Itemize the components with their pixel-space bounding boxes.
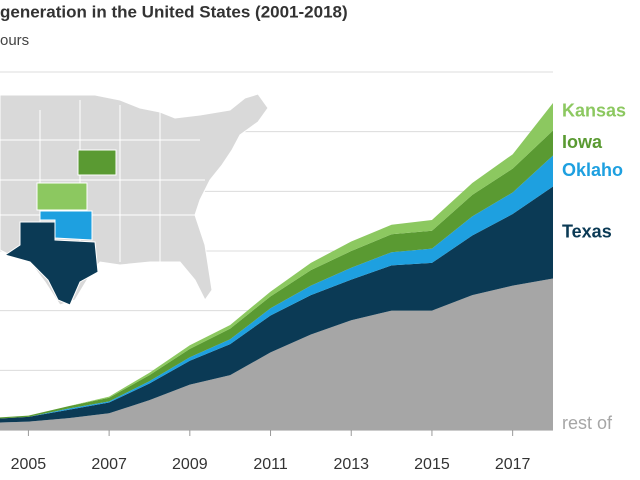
area: [0, 278, 553, 430]
kansas-state: [36, 182, 88, 211]
series-label: Kansas: [562, 101, 626, 121]
x-tick-label: 2007: [91, 456, 127, 473]
series-label: Iowa: [562, 132, 603, 152]
x-tick-label: 2005: [11, 456, 47, 473]
areas: [0, 103, 553, 430]
area: [0, 186, 553, 423]
x-tick-label: 2013: [333, 456, 369, 473]
state-borders: [0, 100, 205, 262]
x-tick-label: 2011: [253, 456, 288, 473]
texas-state: [3, 221, 99, 306]
iowa-state: [77, 149, 117, 176]
series-label: Oklaho: [562, 160, 623, 180]
x-tick-label: 2015: [414, 456, 450, 473]
x-tick-label: 2009: [172, 456, 208, 473]
chart-title: generation in the United States (2001-20…: [0, 2, 348, 21]
series-label: rest of: [562, 413, 613, 433]
labels: rest of Texas Oklaho Iowa Kansas: [562, 101, 626, 433]
x-tick-label: 2017: [495, 456, 531, 473]
series-label: Texas: [562, 221, 612, 241]
chart-subtitle: ours: [0, 32, 29, 49]
us-map: [0, 93, 269, 306]
